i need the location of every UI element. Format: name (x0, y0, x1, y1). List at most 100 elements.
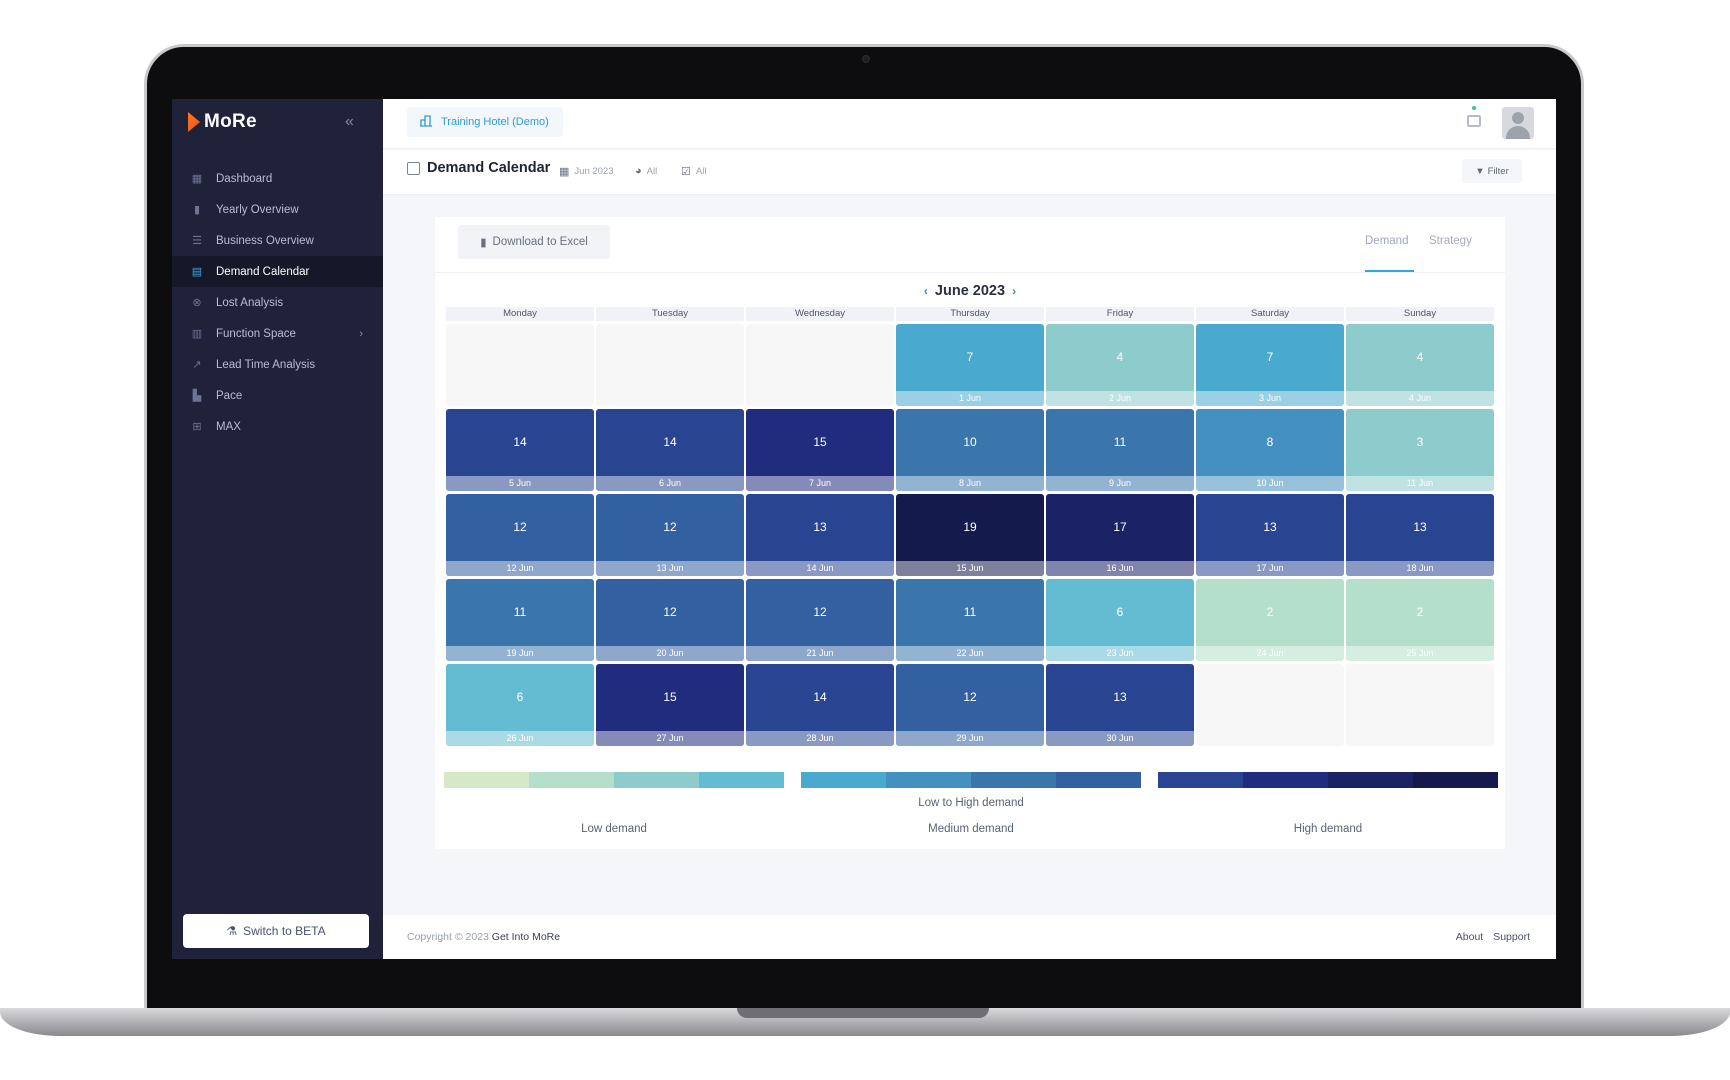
calendar-day-cell[interactable]: 11 9 Jun (1046, 409, 1194, 491)
brand-link[interactable]: Get Into MoRe (491, 931, 561, 943)
calendar-day-cell[interactable]: 19 15 Jun (896, 494, 1044, 576)
calendar-day-cell[interactable]: 12 20 Jun (596, 579, 744, 661)
calendar-day-cell[interactable]: 10 8 Jun (896, 409, 1044, 491)
calendar-day-cell[interactable]: 4 2 Jun (1046, 324, 1194, 406)
calendar-day-cell[interactable]: 7 3 Jun (1196, 324, 1344, 406)
sidebar-item-demand-calendar[interactable]: ▤ Demand Calendar (172, 256, 383, 287)
legend-swatch (971, 772, 1056, 788)
day-date-label: 17 Jun (1196, 561, 1344, 576)
legend-medium-scale (801, 772, 1141, 788)
top-bar: Training Hotel (Demo) (383, 99, 1556, 149)
demand-value: 8 (1266, 435, 1274, 449)
sidebar-item-pace[interactable]: ▙ Pace (172, 380, 383, 411)
calendar-day-cell[interactable]: 13 17 Jun (1196, 494, 1344, 576)
about-link[interactable]: About (1455, 931, 1484, 943)
calendar-day-cell[interactable]: 12 12 Jun (446, 494, 594, 576)
day-date-label: 7 Jun (746, 476, 894, 491)
calendar-week-row: 12 12 Jun 12 13 Jun 13 14 Jun 19 15 Jun 17 16 Jun… (446, 494, 1496, 576)
calendar-day-cell[interactable]: 6 26 Jun (446, 664, 594, 746)
calendar-day-cell[interactable]: 13 18 Jun (1346, 494, 1494, 576)
day-date-label: 4 Jun (1346, 391, 1494, 406)
calendar-day-cell[interactable]: 14 5 Jun (446, 409, 594, 491)
message-icon[interactable] (1467, 115, 1481, 127)
support-link[interactable]: Support (1493, 931, 1530, 943)
demand-value: 4 (1116, 350, 1124, 364)
chevron-right-icon[interactable]: › (1012, 284, 1017, 298)
calendar-day-cell[interactable]: 12 29 Jun (896, 664, 1044, 746)
legend-swatch (1328, 772, 1413, 788)
day-date-label: 8 Jun (896, 476, 1044, 491)
demand-value: 15 (813, 435, 827, 449)
calendar-day-cell[interactable]: 6 23 Jun (1046, 579, 1194, 661)
day-date-label: 15 Jun (896, 561, 1044, 576)
weekday-header: Tuesday (596, 307, 744, 321)
sidebar-item-max[interactable]: ⊞ MAX (172, 411, 383, 442)
day-date-label: 1 Jun (896, 391, 1044, 406)
calendar-day-cell[interactable]: 2 24 Jun (1196, 579, 1344, 661)
calendar-day-cell[interactable]: 12 13 Jun (596, 494, 744, 576)
status-selector[interactable]: ☑ All (681, 165, 706, 178)
pie-chart-icon: ◕ (635, 165, 642, 177)
day-date-label: 25 Jun (1346, 646, 1494, 661)
weekday-header: Sunday (1346, 307, 1494, 321)
calendar-day-cell[interactable]: 8 10 Jun (1196, 409, 1344, 491)
active-tab-indicator (1365, 270, 1414, 272)
sidebar-item-business-overview[interactable]: ☰ Business Overview (172, 225, 383, 256)
calendar-day-cell[interactable]: 15 7 Jun (746, 409, 894, 491)
sidebar: MoRe « ▦ Dashboard ▮ Yearly Overview ☰ B… (172, 99, 383, 959)
calendar-week-row: 6 26 Jun 15 27 Jun 14 28 Jun 12 29 Jun 13 30 Jun (446, 664, 1496, 746)
legend-swatch (529, 772, 614, 788)
demand-value: 12 (813, 605, 827, 619)
sidebar-item-lost-analysis[interactable]: ⊗ Lost Analysis (172, 287, 383, 318)
flask-icon: ⚗ (226, 924, 238, 938)
switch-to-beta-button[interactable]: ⚗ Switch to BETA (183, 914, 369, 948)
avatar[interactable] (1502, 107, 1534, 139)
sidebar-item-yearly-overview[interactable]: ▮ Yearly Overview (172, 194, 383, 225)
calendar-day-cell[interactable]: 15 27 Jun (596, 664, 744, 746)
calendar-day-cell[interactable]: 13 14 Jun (746, 494, 894, 576)
day-date-label: 24 Jun (1196, 646, 1344, 661)
period-selector[interactable]: ▦ Jun 2023 (559, 165, 614, 178)
day-date-label: 6 Jun (596, 476, 744, 491)
sidebar-item-lead-time-analysis[interactable]: ↗ Lead Time Analysis (172, 349, 383, 380)
calendar-day-cell[interactable]: 14 28 Jun (746, 664, 894, 746)
calendar-day-cell[interactable]: 14 6 Jun (596, 409, 744, 491)
calendar-day-cell[interactable]: 12 21 Jun (746, 579, 894, 661)
weekday-header: Thursday (896, 307, 1044, 321)
demand-value: 15 (663, 690, 677, 704)
calendar-day-cell[interactable]: 11 19 Jun (446, 579, 594, 661)
calendar-day-cell[interactable]: 17 16 Jun (1046, 494, 1194, 576)
calendar-day-cell[interactable]: 7 1 Jun (896, 324, 1044, 406)
calendar-empty-cell (1346, 664, 1494, 746)
calendar-week-row: 11 19 Jun 12 20 Jun 12 21 Jun 11 22 Jun 6 23 Jun 2… (446, 579, 1496, 661)
filter-button[interactable]: ▼ Filter (1462, 159, 1522, 183)
day-date-label: 18 Jun (1346, 561, 1494, 576)
calendar-grid: Monday Tuesday Wednesday Thursday Friday… (446, 307, 1496, 746)
robot-icon: ⊞ (192, 421, 202, 433)
legend-low-scale (444, 772, 784, 788)
calendar-week-row: 14 5 Jun 14 6 Jun 15 7 Jun 10 8 Jun 11 9 Jun 8 10 J… (446, 409, 1496, 491)
double-chevron-left-icon[interactable]: « (345, 113, 354, 130)
demand-value: 19 (963, 520, 977, 534)
calendar-empty-cell (596, 324, 744, 406)
sidebar-item-label: MAX (216, 420, 241, 433)
sidebar-item-dashboard[interactable]: ▦ Dashboard (172, 163, 383, 194)
sidebar-item-function-space[interactable]: ▥ Function Space › (172, 318, 383, 349)
day-date-label: 10 Jun (1196, 476, 1344, 491)
demand-value: 12 (663, 520, 677, 534)
demand-value: 7 (1266, 350, 1274, 364)
calendar-day-cell[interactable]: 4 4 Jun (1346, 324, 1494, 406)
calendar-day-cell[interactable]: 11 22 Jun (896, 579, 1044, 661)
hotel-selector[interactable]: Training Hotel (Demo) (407, 107, 563, 137)
month-label: June 2023 (934, 283, 1006, 299)
calendar-day-cell[interactable]: 3 11 Jun (1346, 409, 1494, 491)
chevron-left-icon[interactable]: ‹ (923, 284, 928, 298)
tab-demand[interactable]: Demand (1365, 235, 1409, 247)
calendar-day-cell[interactable]: 2 25 Jun (1346, 579, 1494, 661)
period-label: Jun 2023 (574, 166, 614, 177)
segment-selector[interactable]: ◕ All (635, 165, 657, 177)
download-excel-button[interactable]: ▮ Download to Excel (458, 225, 610, 259)
tab-strategy[interactable]: Strategy (1429, 235, 1472, 247)
calendar-day-cell[interactable]: 13 30 Jun (1046, 664, 1194, 746)
logo[interactable]: MoRe (188, 111, 257, 133)
